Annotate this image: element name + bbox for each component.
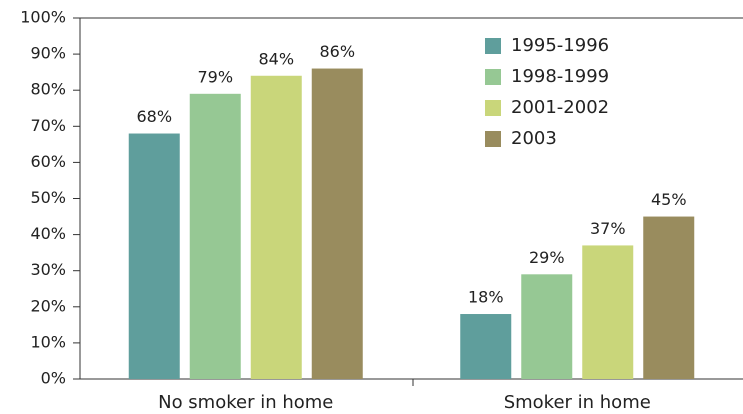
legend-swatch (485, 100, 501, 116)
legend-swatch (485, 131, 501, 147)
y-tick-label: 100% (20, 8, 66, 27)
y-tick-label: 30% (30, 260, 66, 279)
value-label: 84% (258, 49, 294, 68)
y-tick-label: 0% (41, 369, 66, 388)
bar (643, 216, 695, 379)
x-tick-label: No smoker in home (158, 392, 333, 413)
y-tick-label: 60% (30, 152, 66, 171)
bar (521, 274, 573, 379)
value-label: 37% (590, 219, 626, 238)
bar (128, 133, 180, 379)
legend-swatch (485, 38, 501, 54)
legend-label: 2003 (511, 128, 557, 149)
value-label: 79% (197, 67, 233, 86)
value-label: 29% (529, 248, 565, 267)
legend-label: 2001-2002 (511, 97, 609, 118)
y-tick-label: 80% (30, 80, 66, 99)
legend-label: 1998-1999 (511, 66, 609, 87)
legend-label: 1995-1996 (511, 35, 609, 56)
legend-swatch (485, 69, 501, 85)
bar (460, 314, 512, 379)
y-tick-label: 40% (30, 224, 66, 243)
y-tick-label: 50% (30, 188, 66, 207)
value-label: 18% (468, 288, 504, 307)
bar (189, 93, 241, 379)
y-tick-label: 20% (30, 296, 66, 315)
bar (311, 68, 363, 379)
bar (250, 75, 302, 379)
value-label: 86% (319, 42, 355, 61)
y-tick-label: 10% (30, 332, 66, 351)
value-label: 45% (651, 190, 687, 209)
value-label: 68% (136, 107, 172, 126)
bar (582, 245, 634, 379)
y-tick-label: 70% (30, 116, 66, 135)
x-tick-label: Smoker in home (504, 392, 651, 413)
y-tick-label: 90% (30, 44, 66, 63)
